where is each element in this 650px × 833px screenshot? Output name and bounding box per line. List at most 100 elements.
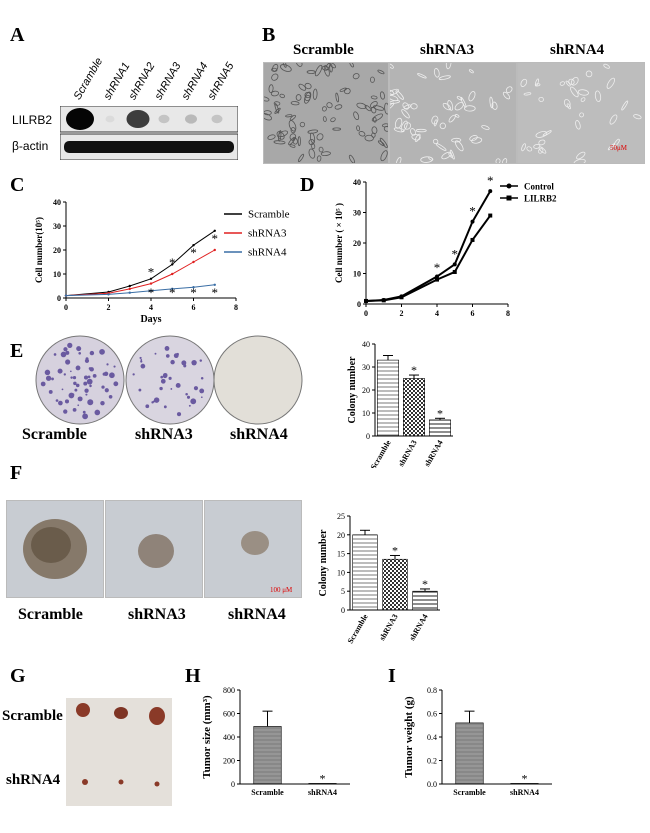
cell (491, 101, 498, 110)
y-axis-label: Tumor weight (g) (403, 696, 415, 778)
cell (353, 111, 360, 121)
blot-band (126, 110, 150, 128)
colony-dot (140, 358, 143, 361)
colony-dot (160, 375, 164, 379)
data-point (128, 291, 131, 294)
category-label: Scramble (251, 788, 284, 797)
cell (395, 156, 402, 163)
colony-dot (106, 363, 109, 366)
y-tick-label: 800 (223, 686, 235, 695)
cell (364, 104, 372, 112)
colony-dot (60, 351, 67, 358)
colony-dot (77, 404, 80, 407)
colony-dot (82, 413, 88, 420)
significance-star: * (437, 406, 443, 420)
cell (538, 139, 546, 146)
bar (403, 378, 425, 437)
colony-dot (94, 409, 101, 416)
cell (454, 102, 464, 111)
cell (534, 83, 541, 87)
scalebar-label: 50μM (610, 144, 627, 152)
cell (449, 149, 455, 160)
bar (377, 359, 399, 437)
cell (285, 114, 293, 118)
cell (267, 134, 276, 140)
cell (384, 102, 388, 115)
cell (390, 94, 399, 102)
cell (456, 96, 463, 101)
cell (400, 120, 408, 132)
cell (274, 107, 281, 114)
significance-star: * (392, 543, 398, 557)
cell (279, 93, 286, 99)
data-point (192, 286, 195, 289)
colony-dot (103, 371, 109, 376)
blot-band (158, 114, 170, 124)
panel-label-e: E (10, 340, 24, 362)
cell (609, 114, 618, 125)
y-tick-label: 400 (223, 733, 235, 742)
cell (271, 67, 278, 72)
cell (310, 142, 316, 150)
cell (481, 125, 490, 130)
y-tick-label: 0.6 (427, 710, 437, 719)
cell (414, 133, 421, 143)
micrograph-shrna3 (389, 62, 517, 164)
cell (330, 117, 336, 123)
colony-dot (58, 400, 63, 406)
cell (463, 105, 476, 112)
colony-dot (78, 351, 82, 355)
colony-dot (188, 404, 191, 407)
cell (314, 64, 323, 77)
cell (432, 138, 439, 145)
cell (306, 70, 316, 74)
cell (417, 73, 427, 79)
data-point (452, 262, 457, 267)
x-tick-label: 8 (234, 303, 238, 312)
y-tick-label: 0.0 (427, 780, 437, 789)
data-point (213, 283, 216, 286)
colony-dot (163, 405, 167, 409)
cell (469, 135, 478, 142)
chart-d: 0 2 4 6 8 0 10 20 30 40 Cell number ( × 10⁵ ) Contr… (334, 173, 557, 318)
micro-label: shRNA3 (420, 42, 475, 58)
sphere-shrna3 (105, 500, 203, 598)
chart-i: Scramble * shRNA4 0.0 0.2 0.4 0.6 0.8 Tumor weig… (403, 686, 552, 797)
colony-dot (63, 373, 66, 376)
cell (390, 88, 400, 96)
colony-dot (140, 363, 146, 369)
cell (575, 120, 581, 130)
x-tick-label: 8 (506, 309, 510, 318)
cell (329, 64, 333, 73)
y-axis-label: Tumor size (mm³) (201, 695, 213, 779)
sphere-label: shRNA4 (228, 606, 286, 623)
cell (271, 73, 279, 81)
significance-star: * (522, 771, 528, 785)
dish-shrna4 (213, 335, 303, 425)
y-tick-label: 30 (53, 222, 61, 231)
colony-dot (140, 360, 143, 363)
colony-dot (173, 353, 179, 359)
cell (370, 76, 375, 83)
colony-dot (153, 397, 160, 403)
cell (372, 105, 385, 111)
cell (579, 112, 585, 118)
colony-dot (104, 388, 109, 393)
cell (433, 68, 440, 78)
cell (501, 158, 508, 163)
colony-dot (170, 359, 175, 365)
x-tick-label: 2 (107, 303, 111, 312)
cell (439, 122, 446, 130)
colony-dot (138, 388, 142, 392)
cell (621, 100, 629, 111)
significance-star: * (148, 285, 155, 300)
colony-dishes (35, 335, 303, 425)
cell (393, 127, 405, 133)
colony-dot (53, 353, 57, 356)
cell (603, 63, 610, 69)
y-tick-label: 20 (337, 531, 345, 540)
data-point (435, 274, 439, 279)
colony-dot (71, 393, 75, 396)
y-tick-label: 600 (223, 710, 235, 719)
cell (395, 90, 404, 100)
